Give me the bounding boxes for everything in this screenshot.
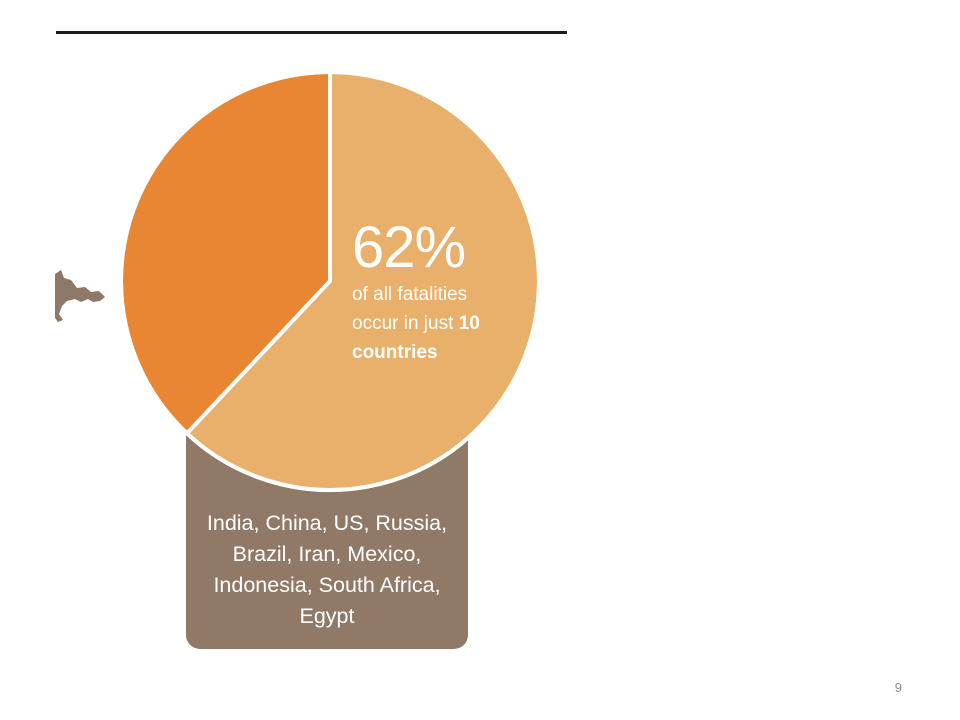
countries-line-3: Indonesia, South Africa, [213, 573, 441, 597]
countries-line-4: Egypt [299, 604, 355, 628]
percent-label: 62% [352, 215, 466, 280]
countries-line-2: Brazil, Iran, Mexico, [232, 542, 422, 566]
callout-count: 10 [458, 313, 480, 334]
callout-text: of all fatalities occur in just 10 count… [352, 280, 532, 367]
top-rule [56, 31, 567, 34]
callout-line-3: countries [352, 338, 532, 367]
callout-line-1: of all fatalities [352, 284, 468, 305]
callout-line-2: occur in just 10 [352, 309, 532, 338]
pie-callout: 62% of all fatalities occur in just 10 c… [352, 216, 532, 367]
callout-line-2-prefix: occur in just [352, 313, 454, 334]
countries-line-1: India, China, US, Russia, [206, 511, 448, 535]
map-fragment-graphic [55, 270, 105, 322]
countries-list: India, China, US, Russia, Brazil, Iran, … [190, 508, 464, 632]
page-number: 9 [894, 680, 902, 695]
callout-countries-word: countries [352, 342, 438, 363]
pie-rim [119, 70, 541, 492]
